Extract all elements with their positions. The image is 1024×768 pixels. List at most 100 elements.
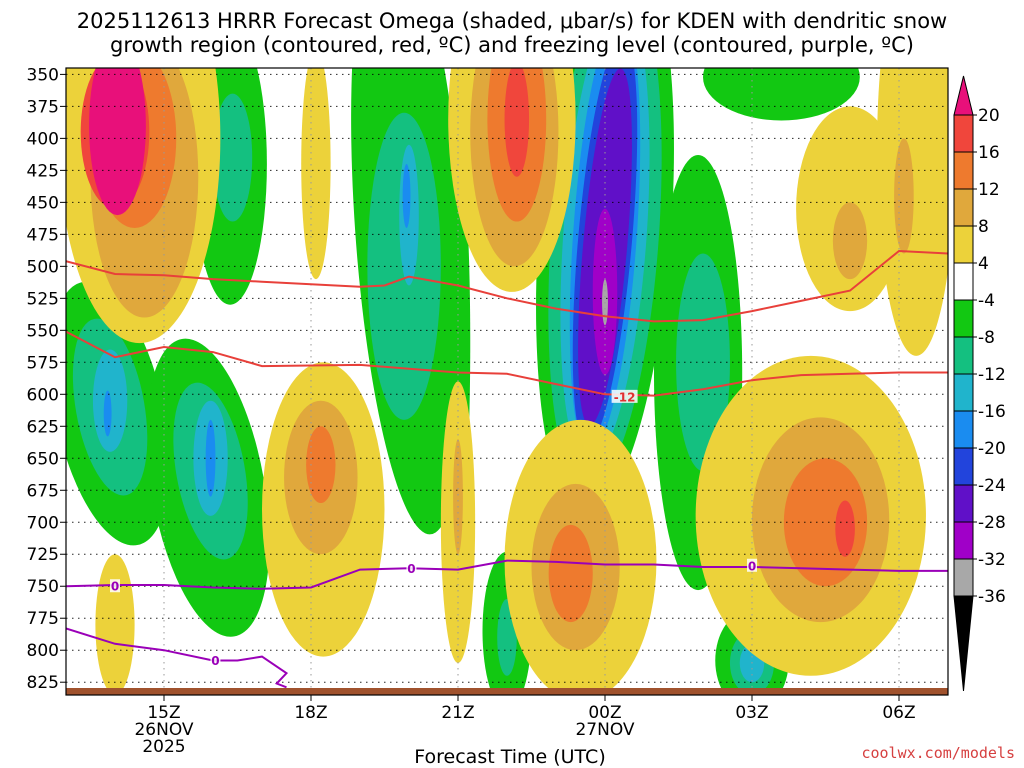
freezing-level-contour: [66, 559, 948, 590]
colorbar-label: 8: [978, 217, 989, 237]
omega-region: [103, 390, 112, 437]
contour-label: 0: [748, 559, 756, 573]
y-tick-label: 575: [27, 353, 59, 373]
omega-region: [783, 458, 868, 587]
chart-title-line1: 2025112613 HRRR Forecast Omega (shaded, …: [77, 9, 947, 33]
colorbar-label: -20: [978, 439, 1006, 459]
omega-region: [95, 554, 135, 695]
dgz-contour: [66, 330, 948, 397]
colorbar-label: -4: [978, 291, 995, 311]
y-tick-label: 600: [27, 385, 59, 405]
y-tick-label: 425: [27, 161, 59, 181]
colorbar-bin: [953, 336, 974, 375]
contour-label: 0: [111, 580, 119, 594]
y-tick-label: 775: [27, 609, 59, 629]
x-tick-label: 26NOV: [134, 720, 193, 740]
plot-area: [66, 68, 948, 695]
colorbar-bin: [953, 558, 974, 597]
colorbar-label: -28: [978, 513, 1006, 533]
terrain-ground: [66, 688, 948, 695]
omega-region: [832, 202, 868, 280]
omega-region: [89, 68, 146, 216]
omega-region: [894, 138, 914, 254]
y-tick-label: 725: [27, 545, 59, 565]
y-axis: 350 375 400 425 450 475 500 525 550 575 600 625 650 6…: [27, 65, 66, 693]
y-tick-label: 375: [27, 97, 59, 117]
omega-region: [835, 500, 855, 557]
x-tick-label: 18Z: [294, 703, 327, 723]
colorbar-arrow-bottom: [953, 595, 974, 692]
x-tick-label: 15Z: [147, 703, 180, 723]
contour-label: 0: [407, 562, 415, 576]
omega-region: [402, 163, 411, 228]
colorbar-bin: [953, 299, 974, 338]
colorbar-label: 4: [978, 254, 989, 274]
freezing-level-contour: [66, 627, 289, 689]
colorbar-label: 16: [978, 143, 1000, 163]
colorbar-bin: [953, 262, 974, 301]
colorbar-bin: [953, 447, 974, 486]
contour-label: 0: [211, 654, 219, 668]
y-tick-label: 450: [27, 193, 59, 213]
contour-label-bg: [406, 561, 417, 575]
x-tick-label: 00Z: [588, 703, 621, 723]
colorbar-label: -16: [978, 402, 1006, 422]
contour-label-bg: [210, 653, 221, 667]
omega-region: [301, 68, 331, 280]
colorbar-label: 12: [978, 180, 1000, 200]
contour-label-bg: [611, 389, 638, 403]
x-tick-label: 2025: [142, 737, 185, 757]
y-tick-label: 650: [27, 449, 59, 469]
omega-shading: [66, 68, 948, 695]
omega-region: [453, 439, 463, 555]
y-tick-label: 625: [27, 417, 59, 437]
y-tick-label: 500: [27, 257, 59, 277]
y-tick-label: 350: [27, 65, 59, 85]
contour-label-bg: [110, 579, 120, 593]
y-tick-label: 525: [27, 289, 59, 309]
colorbar-legend: 20 16 12 8 4 -4 -8 -12 -16 -20 -24 -28 -32 -36: [953, 75, 1006, 692]
y-tick-label: 475: [27, 225, 59, 245]
chart-title-line2: growth region (contoured, red, ºC) and f…: [110, 33, 914, 57]
y-tick-label: 550: [27, 321, 59, 341]
colorbar-bin: [953, 484, 974, 523]
colorbar-bin: [953, 373, 974, 412]
contour-lines: [66, 249, 948, 689]
colorbar-bin: [953, 188, 974, 227]
omega-region: [213, 93, 253, 222]
credit-text: coolwx.com/models: [861, 744, 1015, 762]
colorbar-label: -32: [978, 550, 1006, 570]
omega-region: [548, 524, 593, 623]
y-tick-label: 800: [27, 641, 59, 661]
contour-label-bg: [747, 558, 757, 572]
x-axis-label: Forecast Time (UTC): [414, 746, 605, 768]
x-tick-label: 21Z: [441, 703, 474, 723]
colorbar-bin: [953, 225, 974, 264]
colorbar-label: -12: [978, 365, 1006, 385]
contour-labels: 0 0 0 0 -12: [110, 389, 757, 668]
y-tick-label: 825: [27, 673, 59, 693]
colorbar-bin: [953, 521, 974, 560]
x-tick-label: 27NOV: [575, 720, 634, 740]
colorbar-label: 20: [978, 106, 1000, 126]
colorbar-bin: [953, 410, 974, 449]
omega-region: [703, 68, 860, 121]
contour-label: -12: [614, 390, 636, 404]
y-tick-label: 400: [27, 129, 59, 149]
colorbar-bin: [953, 151, 974, 190]
y-tick-label: 675: [27, 481, 59, 501]
colorbar-bin: [953, 114, 974, 153]
grid-lines: [66, 68, 948, 695]
omega-region: [504, 68, 530, 177]
dgz-contour: [66, 249, 948, 323]
x-tick-label: 03Z: [735, 703, 768, 723]
y-tick-label: 750: [27, 577, 59, 597]
x-tick-label: 06Z: [882, 703, 915, 723]
colorbar-label: -36: [978, 587, 1006, 607]
colorbar-label: -24: [978, 476, 1006, 496]
omega-region: [306, 426, 336, 504]
plot-frame: [65, 67, 949, 696]
colorbar-label: -8: [978, 328, 995, 348]
